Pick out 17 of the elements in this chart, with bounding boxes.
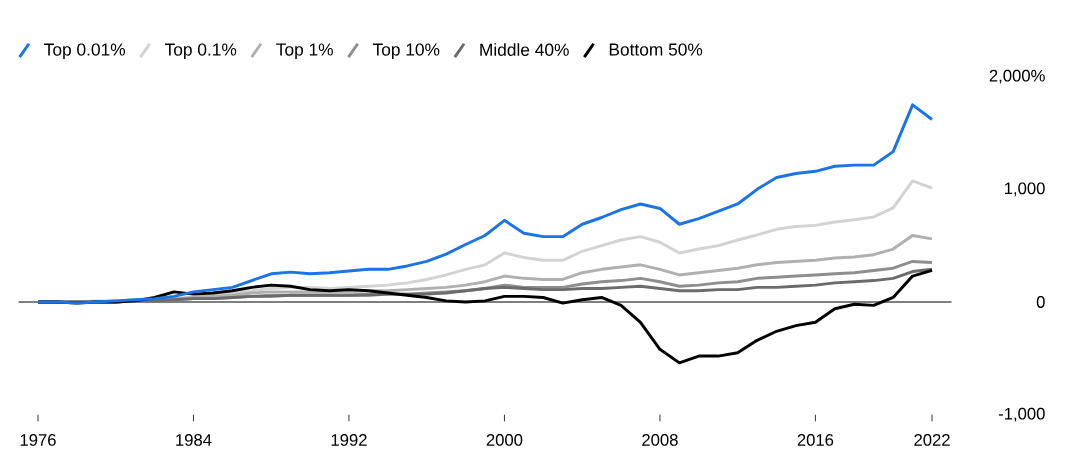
x-tick-label: 1992 (331, 434, 367, 447)
y-tick-label: 0 (1036, 296, 1045, 309)
legend-label: Top 10% (372, 43, 440, 60)
x-tick-label: 1984 (176, 434, 212, 447)
legend-label: Bottom 50% (609, 43, 703, 56)
y-tick-label: -1,000 (998, 407, 1045, 422)
x-tick-label: 2000 (486, 434, 523, 447)
legend-label: Top 1% (276, 43, 333, 60)
legend-label: Top 0.01% (44, 43, 126, 60)
x-tick-label: 2008 (642, 434, 678, 447)
legend-label: Top 0.1% (164, 43, 237, 60)
y-tick-label: 2,000% (989, 69, 1045, 84)
legend-label: Middle 40% (480, 43, 569, 57)
x-tick-label: 2016 (797, 434, 834, 447)
y-tick-label: 1,000 (1004, 182, 1045, 197)
x-tick-label: 2022 (914, 434, 950, 447)
x-tick-label: 1976 (20, 434, 56, 447)
